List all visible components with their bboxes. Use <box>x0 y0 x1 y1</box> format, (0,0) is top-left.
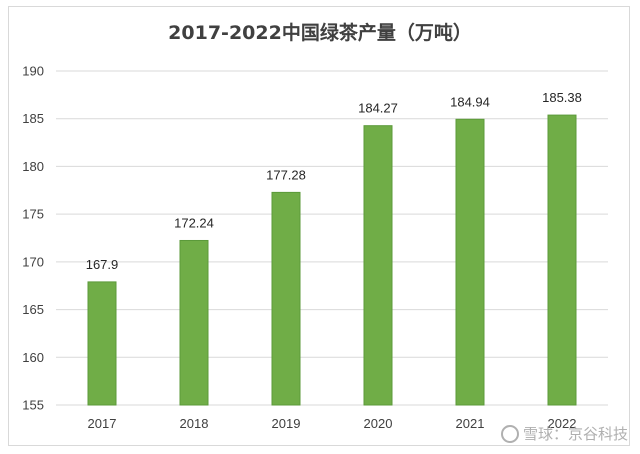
y-tick-label: 185 <box>22 111 44 126</box>
x-tick-label: 2017 <box>88 416 117 431</box>
y-tick-label: 180 <box>22 159 44 174</box>
watermark: 雪球：京谷科技 <box>500 423 628 444</box>
y-tick-label: 165 <box>22 302 44 317</box>
y-tick-label: 160 <box>22 350 44 365</box>
x-tick-label: 2019 <box>272 416 301 431</box>
y-tick-label: 155 <box>22 398 44 413</box>
bar <box>547 114 577 406</box>
bar <box>179 239 209 406</box>
data-label: 184.27 <box>358 101 398 116</box>
data-label: 185.38 <box>542 90 582 105</box>
bar <box>363 125 393 406</box>
y-tick-label: 170 <box>22 254 44 269</box>
watermark-text: 雪球：京谷科技 <box>522 425 628 443</box>
x-tick-label: 2022 <box>548 416 577 431</box>
x-tick-label: 2021 <box>456 416 485 431</box>
y-tick-label: 175 <box>22 207 44 222</box>
chart-title: 2017-2022中国绿茶产量（万吨） <box>168 22 472 44</box>
bar <box>455 118 485 406</box>
bar <box>87 281 117 406</box>
y-tick-label: 190 <box>22 64 44 79</box>
data-label: 184.94 <box>450 94 490 109</box>
data-label: 172.24 <box>174 215 214 230</box>
snowball-logo-icon <box>500 424 519 443</box>
x-tick-label: 2018 <box>180 416 209 431</box>
data-label: 167.9 <box>86 257 119 272</box>
data-label: 177.28 <box>266 167 306 182</box>
x-tick-label: 2020 <box>364 416 393 431</box>
bar <box>271 191 301 406</box>
